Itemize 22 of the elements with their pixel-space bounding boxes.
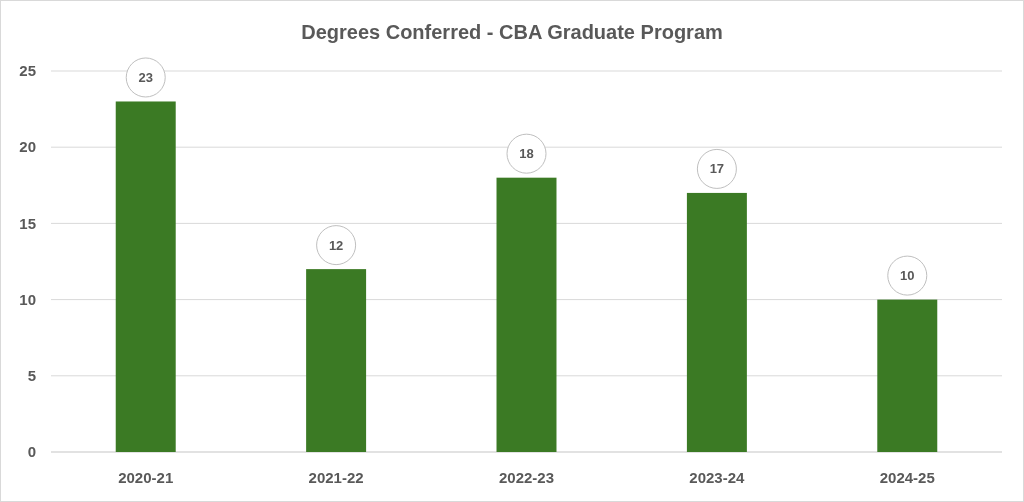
- y-tick-label: 0: [27, 443, 36, 461]
- data-label: 10: [900, 268, 915, 284]
- bar: [686, 192, 747, 452]
- y-tick-label: 15: [19, 214, 36, 232]
- bar: [306, 269, 367, 452]
- data-label: 12: [328, 237, 344, 253]
- data-label: 23: [138, 70, 153, 86]
- y-tick-label: 5: [27, 367, 36, 385]
- x-tick-label: 2023-24: [689, 469, 746, 487]
- bar: [877, 299, 938, 452]
- y-tick-label: 10: [19, 290, 36, 308]
- x-tick-label: 2020-21: [118, 469, 174, 487]
- y-tick-label: 20: [19, 138, 36, 156]
- data-label: 18: [519, 146, 534, 162]
- chart-title: Degrees Conferred - CBA Graduate Program: [301, 21, 723, 43]
- bar: [115, 101, 176, 452]
- x-tick-label: 2024-25: [879, 469, 935, 487]
- y-tick-label: 25: [19, 62, 36, 80]
- x-tick-label: 2021-22: [308, 469, 364, 487]
- data-label: 17: [709, 161, 725, 177]
- x-tick-label: 2022-23: [498, 469, 555, 487]
- bar: [496, 177, 557, 452]
